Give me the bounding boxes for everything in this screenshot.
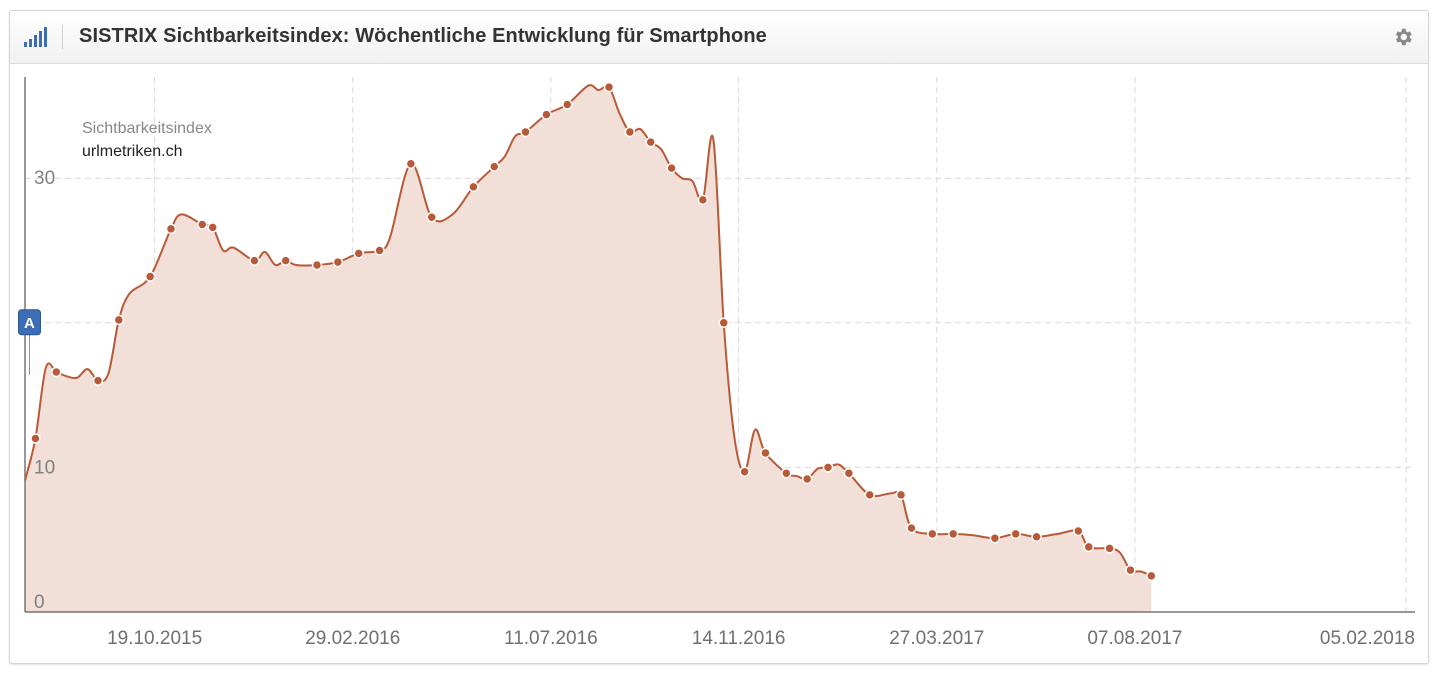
data-point xyxy=(520,126,531,138)
x-tick-label: 05.02.2018 xyxy=(1320,628,1415,649)
visibility-chart: 0 10 30 19.10.2015 29.02.2016 11.07.2016 14.1… xyxy=(17,77,1415,649)
data-point xyxy=(1104,543,1115,554)
data-point xyxy=(927,528,938,540)
axes xyxy=(24,77,1415,613)
data-point xyxy=(801,473,813,485)
y-tick-label: 0 xyxy=(34,592,45,613)
data-point xyxy=(822,462,834,473)
data-point xyxy=(895,489,907,501)
data-point xyxy=(697,194,709,206)
data-point xyxy=(906,522,917,534)
data-point xyxy=(864,489,875,501)
data-point xyxy=(197,219,208,230)
y-axis-ticks: 0 10 30 xyxy=(34,168,55,613)
data-point xyxy=(468,181,479,193)
data-point xyxy=(739,466,750,477)
data-point xyxy=(353,248,364,259)
series-line xyxy=(24,84,1152,577)
data-point xyxy=(405,158,417,170)
gear-icon[interactable] xyxy=(1392,26,1414,48)
bar-signal-icon xyxy=(24,27,47,47)
data-point xyxy=(947,528,959,540)
data-point xyxy=(843,467,855,479)
series-area xyxy=(25,85,1152,613)
data-point xyxy=(92,375,104,386)
data-point xyxy=(426,212,437,223)
x-tick-label: 19.10.2015 xyxy=(107,628,202,649)
chart-header: SISTRIX Sichtbarkeitsindex: Wöchentliche… xyxy=(10,11,1428,64)
data-point xyxy=(989,533,1001,544)
x-tick-label: 29.02.2016 xyxy=(305,628,400,649)
data-point xyxy=(562,99,573,110)
annotation-label: A xyxy=(24,315,35,332)
data-point xyxy=(1146,570,1157,582)
data-point xyxy=(113,314,125,326)
data-point xyxy=(781,467,792,479)
data-point xyxy=(30,433,41,444)
data-point xyxy=(144,271,156,282)
y-tick-label: 30 xyxy=(34,168,55,189)
header-divider xyxy=(62,25,63,49)
x-axis-ticks: 19.10.2015 29.02.2016 11.07.2016 14.11.2016… xyxy=(107,628,1415,649)
chart-panel: SISTRIX Sichtbarkeitsindex: Wöchentliche… xyxy=(9,10,1429,664)
data-point xyxy=(311,259,323,271)
data-point xyxy=(165,223,177,235)
chart-title: SISTRIX Sichtbarkeitsindex: Wöchentliche… xyxy=(79,25,767,47)
data-point xyxy=(645,136,656,148)
annotation[interactable]: A xyxy=(17,309,41,375)
x-tick-label: 27.03.2017 xyxy=(889,628,984,649)
data-point xyxy=(1073,525,1084,537)
x-tick-label: 07.08.2017 xyxy=(1087,628,1182,649)
annotation-box xyxy=(17,309,41,336)
data-point xyxy=(332,256,344,268)
data-point xyxy=(280,255,291,266)
annotation-flag[interactable]: A xyxy=(17,309,41,336)
data-point xyxy=(249,255,260,266)
y-tick-label: 10 xyxy=(34,457,55,478)
data-point xyxy=(541,109,552,120)
legend-title: Sichtbarkeitsindex xyxy=(82,120,212,137)
x-tick-label: 11.07.2016 xyxy=(504,628,598,649)
data-point xyxy=(374,245,385,256)
data-point xyxy=(666,162,677,174)
data-markers xyxy=(30,81,1157,582)
data-point xyxy=(1010,528,1021,540)
data-point xyxy=(1125,564,1136,576)
data-point xyxy=(207,222,218,233)
data-point xyxy=(1031,531,1042,543)
data-point xyxy=(760,447,771,459)
data-point xyxy=(51,366,62,378)
data-point xyxy=(624,126,636,138)
data-point xyxy=(718,317,729,329)
data-point xyxy=(489,161,500,172)
data-point xyxy=(1083,541,1094,553)
legend-series-label: urlmetriken.ch xyxy=(82,143,182,160)
x-tick-label: 14.11.2016 xyxy=(692,628,786,649)
data-point xyxy=(603,81,615,93)
